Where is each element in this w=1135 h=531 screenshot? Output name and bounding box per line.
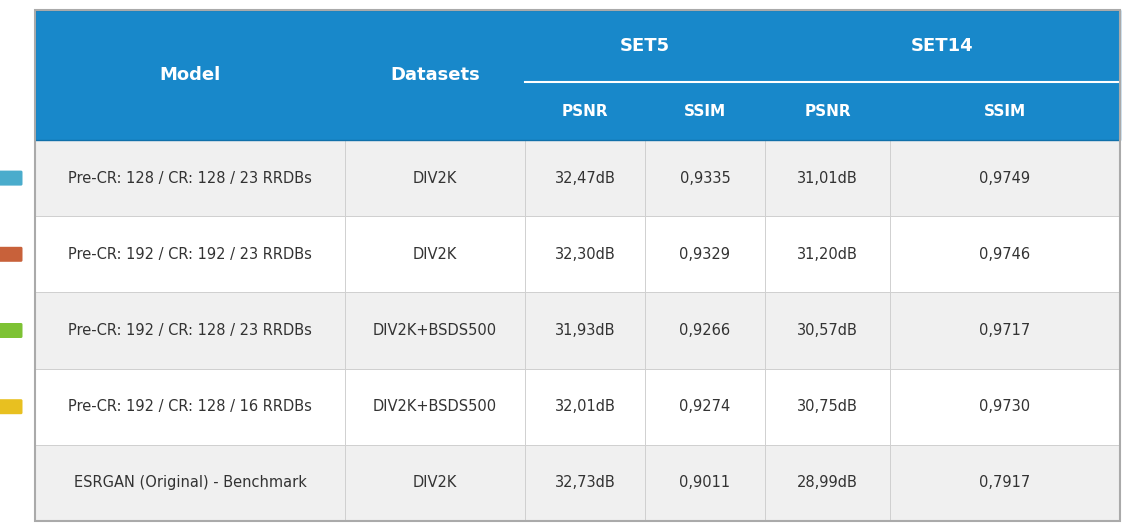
Bar [345,369,526,445]
Text: 32,73dB: 32,73dB [555,475,615,491]
Text: 0,9717: 0,9717 [980,323,1031,338]
Bar [526,216,645,293]
Bar [345,10,526,140]
Bar [765,216,890,293]
Bar [345,140,526,216]
Bar [35,216,1120,293]
Text: 31,93dB: 31,93dB [555,323,615,338]
Text: SSIM: SSIM [984,104,1026,118]
Bar [345,445,526,521]
Text: 30,57dB: 30,57dB [797,323,858,338]
Bar [765,293,890,369]
Bar [765,445,890,521]
Text: 0,9749: 0,9749 [980,170,1031,186]
FancyBboxPatch shape [0,170,23,186]
Text: Pre-CR: 192 / CR: 192 / 23 RRDBs: Pre-CR: 192 / CR: 192 / 23 RRDBs [68,247,312,262]
Text: 28,99dB: 28,99dB [797,475,858,491]
Bar [645,216,765,293]
Bar [35,445,1120,521]
Text: 30,75dB: 30,75dB [797,399,858,414]
Bar [35,10,1120,140]
Text: 0,9335: 0,9335 [680,170,731,186]
Text: SET14: SET14 [911,37,974,55]
Text: 0,9730: 0,9730 [980,399,1031,414]
Text: 0,9329: 0,9329 [680,247,731,262]
Bar [765,10,1120,82]
FancyBboxPatch shape [0,323,23,338]
Bar [890,140,1120,216]
Bar [645,140,765,216]
Text: 0,9011: 0,9011 [680,475,731,491]
Bar [645,293,765,369]
Bar [35,293,1120,369]
Bar [526,293,645,369]
Text: 0,7917: 0,7917 [980,475,1031,491]
Bar [35,140,1120,216]
FancyBboxPatch shape [0,247,23,262]
Text: Pre-CR: 128 / CR: 128 / 23 RRDBs: Pre-CR: 128 / CR: 128 / 23 RRDBs [68,170,312,186]
Text: SET5: SET5 [620,37,670,55]
Bar [526,445,645,521]
Text: 0,9746: 0,9746 [980,247,1031,262]
Bar [890,293,1120,369]
Text: 0,9274: 0,9274 [680,399,731,414]
Bar [35,216,345,293]
Text: PSNR: PSNR [562,104,608,118]
Bar [765,369,890,445]
Text: 32,47dB: 32,47dB [555,170,615,186]
Text: DIV2K+BSDS500: DIV2K+BSDS500 [373,399,497,414]
Text: 0,9266: 0,9266 [680,323,731,338]
Bar [890,216,1120,293]
Text: Datasets: Datasets [390,66,480,84]
Text: Pre-CR: 192 / CR: 128 / 23 RRDBs: Pre-CR: 192 / CR: 128 / 23 RRDBs [68,323,312,338]
Bar [890,445,1120,521]
Bar [645,369,765,445]
Text: 31,01dB: 31,01dB [797,170,858,186]
Text: ESRGAN (Original) - Benchmark: ESRGAN (Original) - Benchmark [74,475,306,491]
Bar [526,369,645,445]
Bar [890,369,1120,445]
Bar [35,10,345,140]
Text: 31,20dB: 31,20dB [797,247,858,262]
Text: DIV2K+BSDS500: DIV2K+BSDS500 [373,323,497,338]
Bar [526,140,645,216]
Text: DIV2K: DIV2K [413,247,457,262]
Text: DIV2K: DIV2K [413,475,457,491]
Text: DIV2K: DIV2K [413,170,457,186]
Bar [35,369,345,445]
Bar [765,140,890,216]
Bar [35,369,1120,445]
Bar [345,216,526,293]
Text: SSIM: SSIM [684,104,726,118]
Bar [526,10,765,82]
Text: Model: Model [159,66,220,84]
Bar [35,293,345,369]
Bar [645,445,765,521]
Bar [345,293,526,369]
Text: 32,30dB: 32,30dB [555,247,615,262]
Text: Pre-CR: 192 / CR: 128 / 16 RRDBs: Pre-CR: 192 / CR: 128 / 16 RRDBs [68,399,312,414]
Bar [35,445,345,521]
Bar [35,140,345,216]
Text: 32,01dB: 32,01dB [555,399,615,414]
Bar [35,10,1120,140]
FancyBboxPatch shape [0,399,23,414]
Text: PSNR: PSNR [805,104,851,118]
